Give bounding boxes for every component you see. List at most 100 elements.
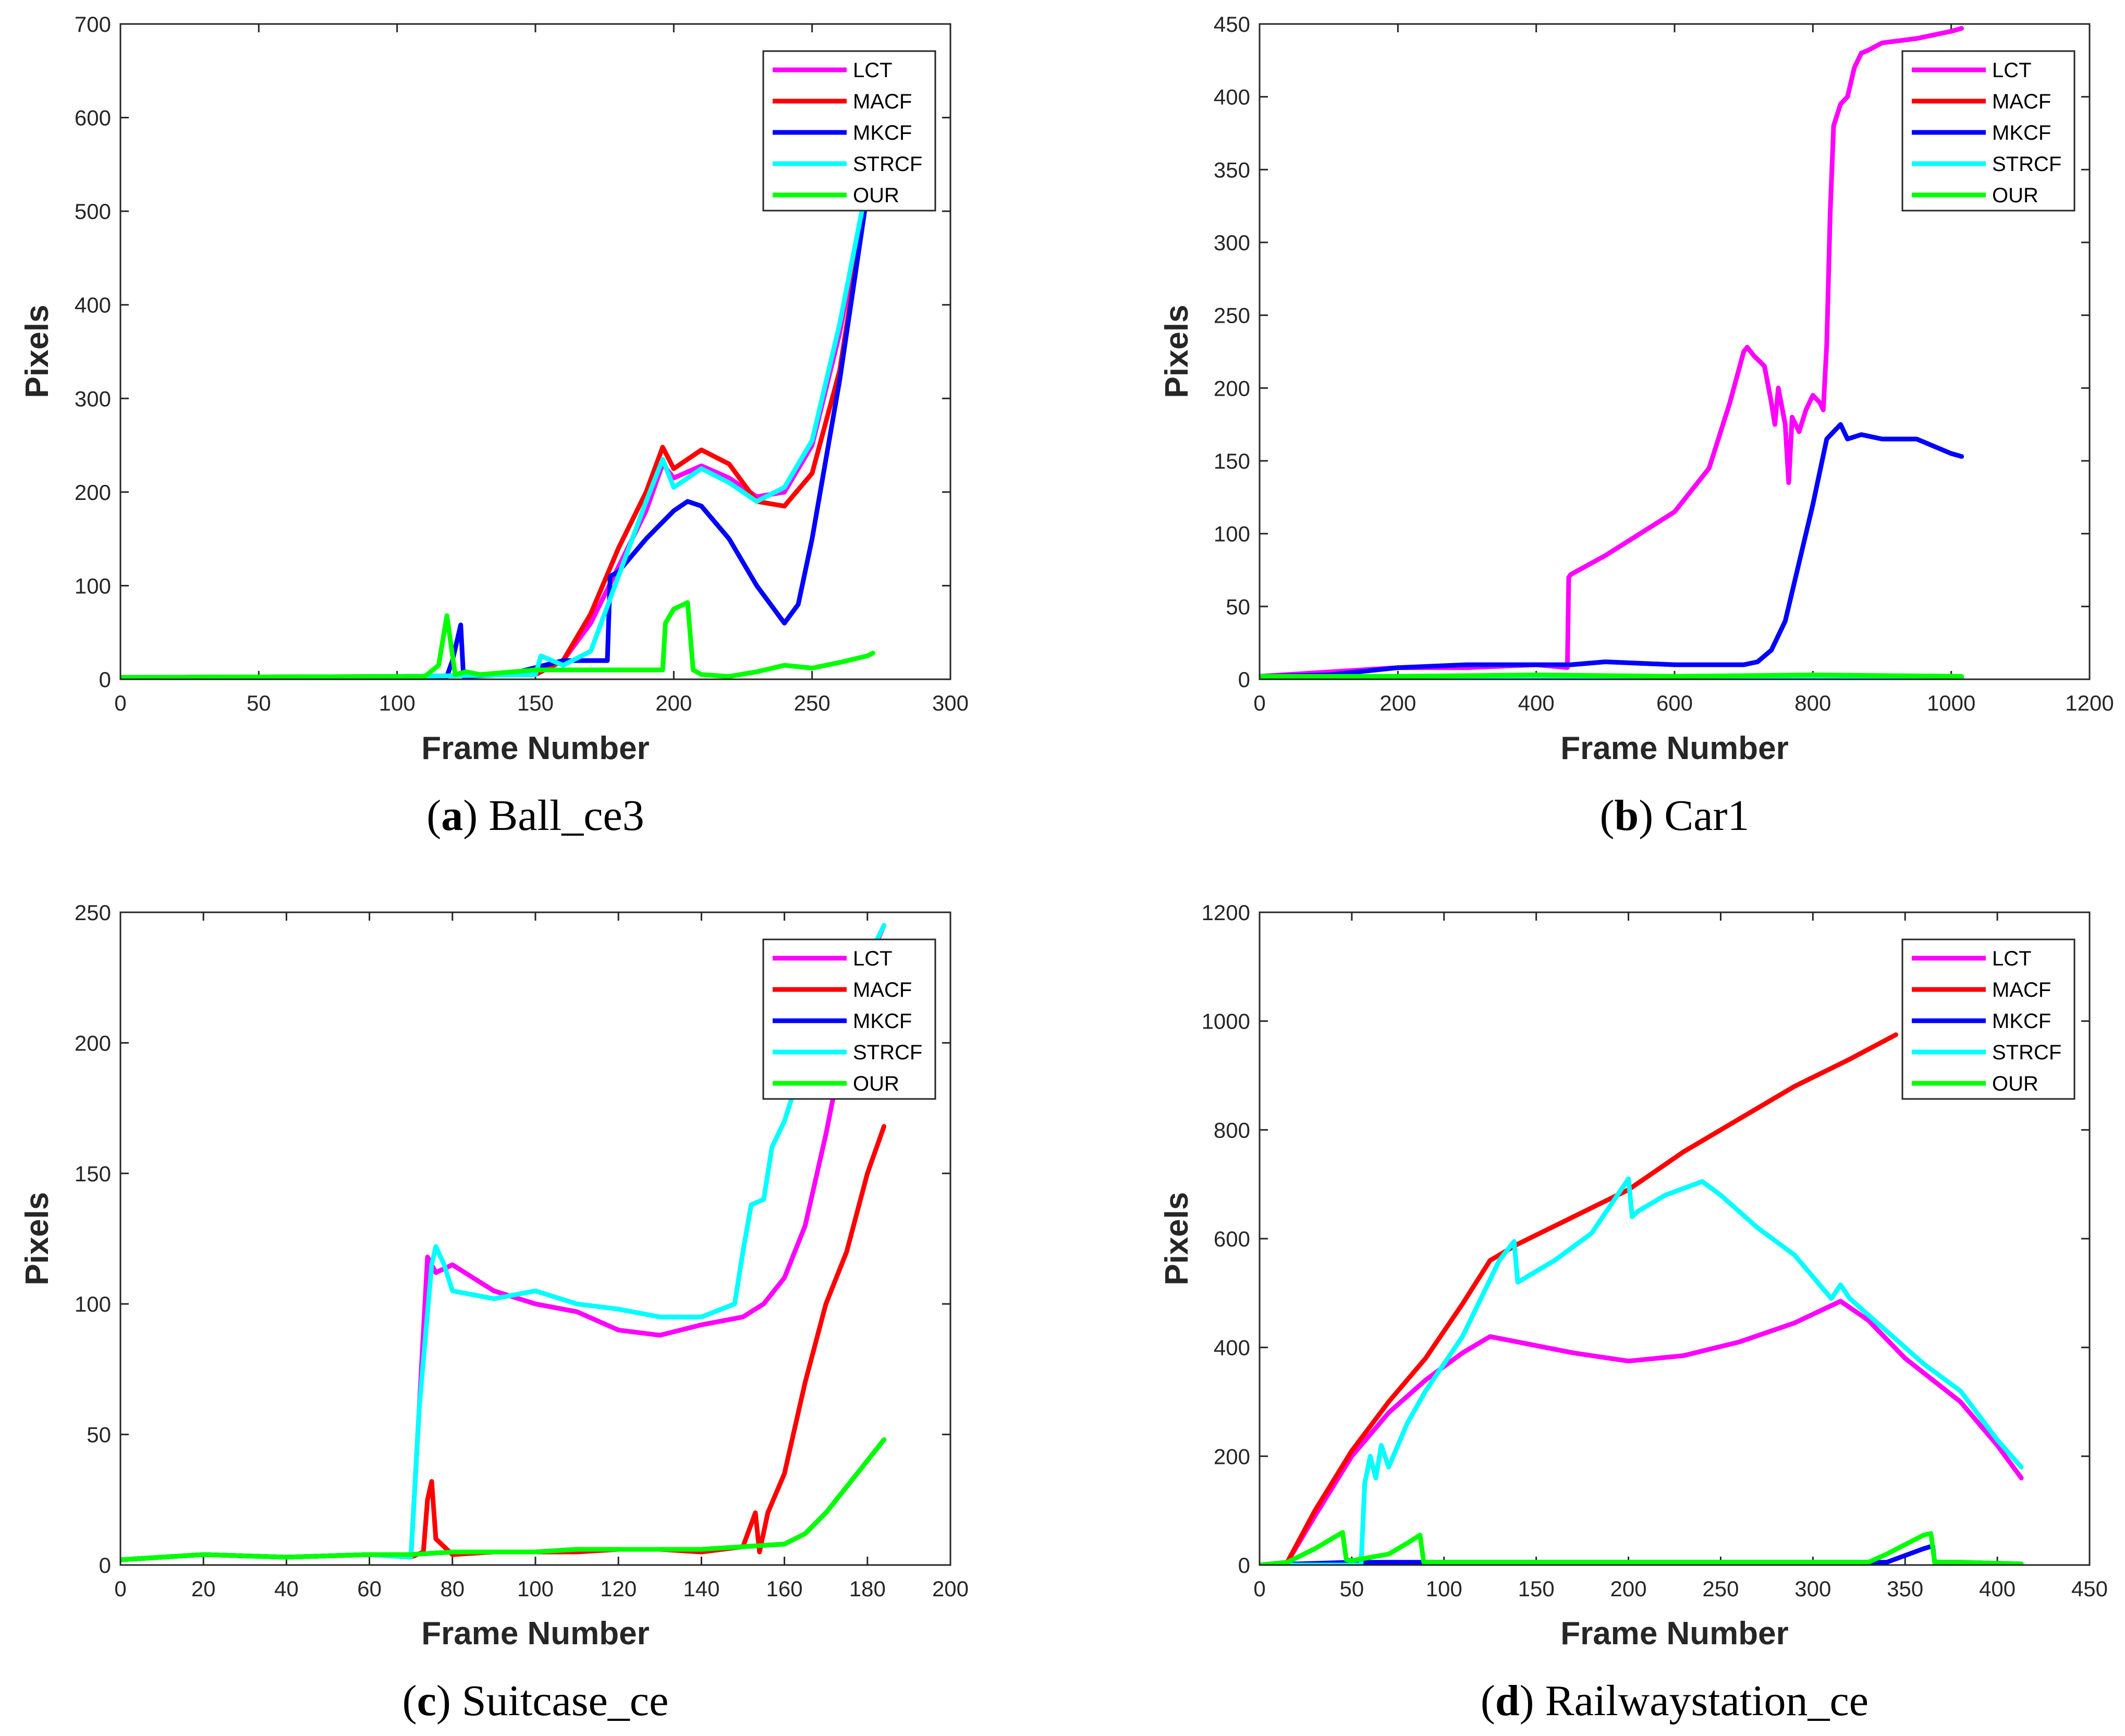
x-tick-label-b-6: 1200 (2065, 691, 2114, 715)
y-tick-label-d-6: 1200 (1202, 900, 1250, 925)
series-line-b-lct (1260, 26, 1964, 679)
series-group-b (1260, 26, 1964, 679)
y-tick-label-d-2: 400 (1214, 1336, 1250, 1360)
y-tick-label-b-7: 350 (1214, 157, 1250, 182)
y-tick-label-b-2: 100 (1214, 522, 1250, 546)
y-tick-label-d-4: 800 (1214, 1118, 1250, 1142)
caption-letter-b: b (1614, 791, 1639, 840)
caption-letter-c: c (417, 1677, 436, 1725)
y-tick-label-c-3: 150 (75, 1162, 111, 1186)
x-tick-label-c-4: 80 (440, 1576, 465, 1601)
y-tick-label-a-4: 400 (75, 293, 111, 317)
y-tick-label-d-3: 600 (1214, 1227, 1250, 1251)
x-tick-label-d-1: 50 (1340, 1576, 1364, 1601)
y-tick-label-c-2: 100 (75, 1292, 111, 1316)
x-tick-label-d-5: 250 (1702, 1576, 1739, 1601)
legend-label-d-our: OUR (1992, 1072, 2038, 1095)
y-tick-label-d-0: 0 (1238, 1553, 1250, 1578)
legend-label-d-strcf: STRCF (1992, 1041, 2061, 1064)
chart-panel-d: Frame Number Pixels (d) Railwaystation_c… (1159, 900, 2108, 1725)
legend-label-b-mkcf: MKCF (1992, 121, 2051, 144)
legend-label-c-macf: MACF (853, 979, 912, 1001)
y-tick-label-a-3: 300 (75, 386, 111, 411)
x-tick-label-a-6: 300 (932, 691, 969, 715)
caption-b: (b) Car1 (1600, 791, 1750, 840)
plot-border-c (119, 911, 951, 1566)
x-tick-label-b-1: 200 (1379, 691, 1416, 715)
x-tick-label-a-2: 100 (379, 691, 416, 715)
legend-label-a-our: OUR (853, 184, 899, 207)
x-tick-label-d-0: 0 (1253, 1576, 1265, 1601)
legend-label-b-lct: LCT (1992, 59, 2032, 82)
y-tick-label-a-5: 500 (75, 199, 111, 224)
x-tick-label-d-9: 450 (2071, 1576, 2108, 1601)
y-tick-label-b-4: 200 (1214, 376, 1250, 400)
x-tick-label-c-6: 120 (600, 1576, 637, 1601)
y-tick-label-d-5: 1000 (1202, 1009, 1250, 1034)
legend-label-c-mkcf: MKCF (853, 1010, 912, 1033)
x-axis-label-d: Frame Number (1560, 1616, 1789, 1652)
y-tick-label-b-1: 50 (1226, 594, 1250, 619)
caption-name-c: Suitcase_ce (462, 1677, 669, 1725)
caption-letter-d: d (1495, 1677, 1520, 1725)
x-tick-label-c-10: 200 (932, 1576, 969, 1601)
series-group-a (120, 152, 875, 679)
series-line-a-strcf (120, 152, 875, 679)
y-tick-label-b-8: 400 (1214, 85, 1250, 109)
chart-panel-c: Frame Number Pixels (c) Suitcase_ce 0 20 4… (19, 900, 969, 1725)
y-axis-label-b: Pixels (1159, 304, 1195, 398)
x-tick-label-b-3: 600 (1656, 691, 1693, 715)
y-tick-label-d-1: 200 (1214, 1444, 1250, 1469)
x-axis-label-c: Frame Number (421, 1616, 650, 1652)
legend-label-c-lct: LCT (853, 947, 893, 970)
y-tick-label-c-4: 200 (75, 1031, 111, 1055)
legend-label-b-strcf: STRCF (1992, 153, 2061, 176)
legend-a: LCT MACF MKCF STRCF OUR (762, 50, 936, 212)
y-tick-label-a-6: 600 (75, 106, 111, 130)
legend-label-b-our: OUR (1992, 184, 2038, 207)
series-line-b-our (1260, 673, 1964, 679)
x-tick-label-a-0: 0 (114, 691, 126, 715)
plot-border-b (1259, 23, 2091, 680)
legend-d: LCT MACF MKCF STRCF OUR (1901, 938, 2075, 1100)
legend-label-a-strcf: STRCF (853, 153, 922, 176)
series-line-a-our (120, 600, 875, 679)
series-line-d-our (1260, 1530, 2024, 1565)
caption-name-d: Railwaystation_ce (1545, 1677, 1868, 1725)
caption-c: (c) Suitcase_ce (402, 1677, 669, 1725)
x-tick-label-d-3: 150 (1518, 1576, 1555, 1601)
legend-label-d-mkcf: MKCF (1992, 1010, 2051, 1033)
y-tick-label-a-1: 100 (75, 573, 111, 598)
chart-panel-b: Frame Number Pixels (b) Car1 0 200 400 600 8… (1159, 12, 2114, 840)
y-axis-label-c: Pixels (19, 1192, 55, 1285)
x-tick-label-c-1: 20 (191, 1576, 216, 1601)
plot-border-a (119, 23, 951, 680)
x-tick-label-c-9: 180 (849, 1576, 886, 1601)
y-tick-label-a-2: 200 (75, 480, 111, 505)
x-tick-label-d-7: 350 (1887, 1576, 1923, 1601)
x-axis-label-a: Frame Number (421, 730, 650, 766)
y-tick-label-c-5: 250 (75, 900, 111, 925)
chart-panel-a: Frame Number Pixels (a) Ball_ce3 0 50 100 1… (19, 12, 969, 840)
series-line-b-mkcf (1260, 422, 1964, 679)
plot-border-d (1259, 911, 2091, 1566)
x-tick-label-c-2: 40 (274, 1576, 299, 1601)
x-tick-label-d-2: 100 (1426, 1576, 1462, 1601)
series-line-a-mkcf (120, 152, 875, 679)
legend-label-c-our: OUR (853, 1072, 899, 1095)
x-tick-label-c-0: 0 (114, 1576, 126, 1601)
y-tick-label-a-0: 0 (99, 667, 111, 692)
x-tick-label-b-4: 800 (1794, 691, 1831, 715)
series-line-c-our (120, 1437, 887, 1562)
caption-name-a: Ball_ce3 (488, 791, 644, 840)
y-tick-label-b-9: 450 (1214, 12, 1250, 36)
y-tick-label-b-3: 150 (1214, 449, 1250, 473)
x-tick-label-c-7: 140 (683, 1576, 719, 1601)
x-tick-label-a-1: 50 (247, 691, 271, 715)
legend-label-d-lct: LCT (1992, 947, 2032, 970)
y-tick-label-c-1: 50 (87, 1423, 111, 1447)
caption-letter-a: a (441, 791, 463, 840)
x-tick-label-c-3: 60 (357, 1576, 382, 1601)
x-axis-label-b: Frame Number (1560, 730, 1789, 766)
